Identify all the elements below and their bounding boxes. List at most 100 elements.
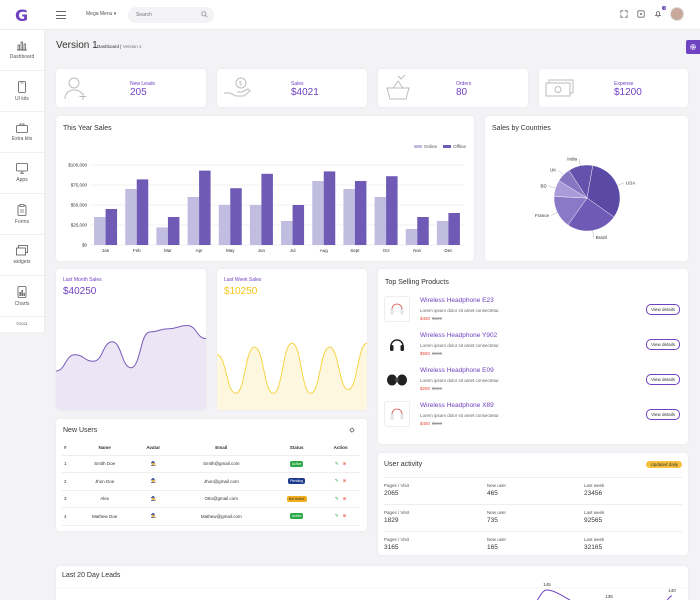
- view-details-button[interactable]: View details: [646, 374, 680, 385]
- svg-text:$: $: [239, 82, 243, 88]
- layers-icon: [16, 245, 28, 256]
- product-name[interactable]: Wireless Headphone Y902: [420, 332, 498, 339]
- sidebar-item-ui-kits[interactable]: UI kits: [0, 71, 44, 112]
- sidebar-item-label: Apps: [16, 177, 28, 183]
- x-tick-label: Feb: [133, 248, 141, 253]
- product-name[interactable]: Wireless Headphone X89: [420, 402, 494, 409]
- view-details-button[interactable]: View details: [646, 304, 680, 315]
- table-row: 3 Alex 🧙 Otto@gmail.com Not Active ✎ ⊗: [62, 490, 360, 508]
- delete-icon[interactable]: ⊗: [342, 495, 347, 501]
- sidebar-item-forms[interactable]: Forms: [0, 194, 44, 235]
- data-label: 135: [605, 594, 613, 599]
- settings-gear-button[interactable]: [686, 40, 700, 54]
- leads-line-chart: 145 135 140: [56, 582, 688, 600]
- user-activity-card: User activity Updated daily Pages / Visi…: [378, 453, 688, 555]
- clipboard-icon: [17, 203, 27, 216]
- sidebar-item-extra-kits[interactable]: Extra kits: [0, 112, 44, 153]
- delete-icon[interactable]: ⊗: [342, 513, 347, 519]
- bar-online: [156, 227, 168, 245]
- activity-row: Pages / Visit 2065 New user 465 Last week 2…: [384, 477, 682, 504]
- pie-leader-line: [578, 158, 581, 166]
- search-input[interactable]: [128, 7, 198, 23]
- pie-slice: [567, 197, 615, 232]
- apps-grid-icon[interactable]: [636, 9, 646, 19]
- product-item: Wireless Headphone X89 Lorem ipsum dolor…: [384, 401, 680, 431]
- bar-offline: [386, 176, 398, 245]
- row-id: 2: [62, 472, 74, 491]
- mega-menu-dropdown[interactable]: Mega Menu ▾: [86, 11, 116, 17]
- column-header: Avatar: [136, 441, 171, 456]
- app-logo[interactable]: G: [15, 6, 29, 25]
- mega-menu-label: Mega Menu: [86, 11, 113, 17]
- sidebar-item-label: Dashboard: [9, 54, 35, 60]
- product-desc: Lorem ipsum dolor sit amet consectetur.: [420, 343, 500, 348]
- bar-online: [218, 205, 231, 245]
- new-users-card: New Users # Name Avatar Email Status Act…: [56, 419, 367, 531]
- price-old: $500: [432, 421, 443, 426]
- cash-icon: [545, 79, 574, 97]
- bar-offline: [448, 213, 460, 245]
- bell-icon[interactable]: 3: [653, 6, 666, 19]
- delete-icon[interactable]: ⊗: [342, 460, 347, 466]
- sidebar-item-dashboard[interactable]: Dashboard: [0, 30, 44, 71]
- last-20-day-leads-card: Last 20 Day Leads 145 135 140: [56, 566, 688, 600]
- fullscreen-icon[interactable]: [619, 9, 629, 19]
- pie-label: France: [535, 213, 550, 218]
- edit-icon[interactable]: ✎: [334, 495, 339, 501]
- data-label: 140: [668, 588, 676, 593]
- price-current: $450: [420, 316, 431, 321]
- product-name[interactable]: Wireless Headphone E09: [420, 367, 494, 374]
- pie-slice: [586, 165, 621, 218]
- sidebar-item-apps[interactable]: Apps: [0, 153, 44, 194]
- price-old: $600: [432, 351, 443, 356]
- product-desc: Lorem ipsum dolor sit amet consectetur.: [420, 378, 500, 383]
- top-icons: 3: [619, 6, 684, 21]
- sidebar-item-widgets[interactable]: widgets: [0, 235, 44, 276]
- sidebar-item-charts[interactable]: Charts: [0, 276, 44, 317]
- x-tick-label: Aug: [320, 248, 329, 253]
- avatar: 🧙: [150, 478, 157, 484]
- bar-online: [281, 221, 293, 245]
- product-item: Wireless Headphone Y902 Lorem ipsum dolo…: [384, 331, 680, 361]
- column-header: Action: [321, 441, 360, 456]
- gear-icon[interactable]: [349, 427, 355, 433]
- table-row: 1 Smith Doe 🧙 Smith@gmail.com Active ✎ ⊗: [62, 455, 360, 473]
- bar-offline: [136, 179, 149, 245]
- row-name: Alex: [73, 490, 137, 508]
- view-details-button[interactable]: View details: [646, 339, 680, 350]
- card-title: This Year Sales: [63, 125, 112, 132]
- edit-icon[interactable]: ✎: [334, 478, 339, 484]
- hamburger-menu-icon[interactable]: [56, 11, 66, 19]
- search-icon[interactable]: [201, 11, 208, 20]
- view-details-button[interactable]: View details: [646, 409, 680, 420]
- row-name: Jhon Doe: [73, 472, 137, 491]
- bar-online: [374, 197, 387, 245]
- row-email: Mathew@gmail.com: [170, 507, 273, 526]
- breadcrumb-item-dashboard[interactable]: Dashboard: [97, 44, 120, 49]
- stat-value: 205: [130, 87, 147, 98]
- bar-offline: [354, 181, 367, 245]
- bar-offline: [199, 170, 211, 245]
- card-title: Sales by Countries: [492, 125, 551, 132]
- breadcrumb-item-current: Version 1: [122, 44, 142, 49]
- x-tick-label: Oct: [383, 248, 391, 253]
- product-name[interactable]: Wireless Headphone E23: [420, 297, 494, 304]
- activity-label: Last week: [584, 483, 605, 488]
- user-avatar[interactable]: [670, 7, 684, 21]
- bar-online: [312, 181, 324, 245]
- legend-offline[interactable]: Offline: [443, 144, 466, 149]
- bar-offline: [105, 209, 118, 245]
- price-old: $300: [432, 386, 443, 391]
- sidebar: Dashboard UI kits Extra kits Apps Forms …: [0, 30, 45, 332]
- delete-icon[interactable]: ⊗: [342, 478, 347, 484]
- last-week-sales-card: Last Week Sales $10250: [217, 269, 367, 410]
- edit-icon[interactable]: ✎: [334, 460, 339, 466]
- pie-label: India: [567, 156, 577, 161]
- bar-online: [343, 189, 355, 245]
- legend-online[interactable]: Online: [414, 144, 437, 149]
- activity-label: New user: [487, 537, 507, 542]
- price-current: $450: [420, 421, 431, 426]
- edit-icon[interactable]: ✎: [334, 513, 339, 519]
- x-tick-label: Apr: [196, 248, 204, 253]
- page-title: Version 1: [56, 40, 98, 51]
